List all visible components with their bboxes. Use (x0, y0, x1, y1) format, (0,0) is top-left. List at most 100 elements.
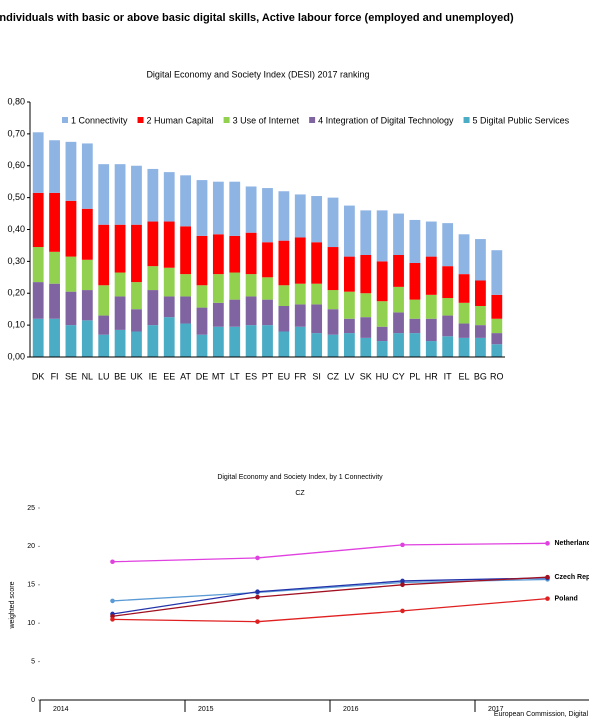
bar-segment (65, 200, 77, 257)
bar-segment (131, 165, 142, 225)
y-tick-label: 0,10 (7, 320, 25, 330)
series-line (112, 597, 548, 623)
bar-segment (475, 280, 486, 306)
bar-segment (49, 140, 60, 193)
bar-segment (294, 283, 306, 305)
bar-segment (81, 320, 93, 357)
chart-connectivity: Digital Economy and Society Index, by 1 … (9, 474, 589, 718)
bar-segment (409, 219, 421, 263)
y-tick-label: 0,30 (7, 256, 25, 266)
bar-segment (491, 333, 503, 345)
x-tick-label: RO (490, 371, 504, 381)
bar-segment (262, 277, 273, 300)
bar-segment (409, 333, 421, 357)
bar-segment (458, 323, 470, 338)
y-tick-label: 0,20 (7, 288, 25, 298)
x-tick-label: CZ (327, 371, 339, 381)
x-tick-label: HU (376, 371, 389, 381)
bar-segment (278, 331, 290, 357)
bar-segment (81, 259, 93, 291)
point (255, 589, 260, 595)
x-tick-label: BE (114, 371, 126, 381)
y-tick-label: 25 (27, 505, 35, 512)
bar-segment (409, 262, 421, 300)
y-tick-label: 0,50 (7, 192, 25, 202)
y-tick-label: 5 (31, 658, 35, 665)
bar-segment (360, 293, 372, 318)
x-tick-label: FI (51, 371, 59, 381)
bar-segment (294, 326, 306, 357)
point (110, 617, 115, 622)
bar-segment (163, 296, 175, 318)
bar-segment (81, 208, 93, 260)
chart-ranking: Digital Economy and Society Index (DESI)… (7, 69, 569, 381)
bar-segment (311, 242, 323, 284)
bar-segment (147, 325, 159, 357)
bar-segment (163, 172, 175, 222)
bar-segment (491, 344, 503, 357)
bar-segment (311, 283, 323, 305)
bar-segment (49, 318, 60, 357)
x-tick-label: 2016 (343, 706, 359, 713)
chart-subtitle: CZ (295, 490, 305, 497)
point (400, 578, 405, 584)
bar-segment (425, 294, 437, 319)
x-tick-label: LV (344, 371, 354, 381)
bar-segment (32, 318, 44, 357)
bar-segment (475, 337, 486, 357)
x-tick-label: PL (409, 371, 420, 381)
bar-segment (376, 301, 388, 327)
bar-segment (360, 317, 372, 338)
series-line (112, 576, 548, 617)
bar-segment (311, 196, 323, 243)
bar-segment (262, 299, 273, 326)
point (255, 619, 260, 624)
bar-segment (49, 283, 60, 319)
bar-segment (180, 274, 192, 297)
point (545, 541, 550, 546)
bar-segment (294, 237, 306, 284)
series-label: Netherlands (555, 540, 589, 547)
x-tick-label: SE (65, 371, 77, 381)
bar-segment (343, 318, 355, 334)
bar-segment (180, 323, 192, 357)
bar-segment (229, 272, 241, 300)
x-tick-label: EU (278, 371, 291, 381)
bar-segment (98, 224, 110, 286)
bar-segment (442, 223, 454, 267)
bar-segment (327, 290, 339, 310)
bar-segment (65, 325, 77, 357)
series-label: Czech Republic (555, 574, 589, 581)
point (255, 555, 260, 561)
legend-label: 5 Digital Public Services (473, 115, 570, 125)
bar-segment (360, 337, 372, 357)
bar-segment (327, 309, 339, 335)
x-tick-label: LU (98, 371, 110, 381)
bar-segment (458, 337, 470, 357)
bar-segment (425, 221, 437, 257)
bar-segment (180, 226, 192, 275)
x-tick-label: PT (262, 371, 274, 381)
bar-segment (343, 256, 355, 292)
x-tick-label: FR (294, 371, 306, 381)
bar-segment (393, 333, 404, 357)
bar-segment (393, 255, 404, 287)
bar-segment (196, 235, 208, 286)
bar-segment (409, 299, 421, 319)
bar-segment (393, 213, 404, 255)
x-tick-label: DK (32, 371, 45, 381)
bar-segment (114, 224, 126, 273)
bar-segment (147, 168, 159, 222)
x-tick-label: SI (312, 371, 321, 381)
x-tick-label: 2014 (53, 706, 69, 713)
bar-segment (49, 251, 60, 284)
bar-segment (491, 318, 503, 334)
bar-segment (278, 191, 290, 241)
legend-swatch (62, 117, 68, 123)
legend-swatch (309, 117, 316, 123)
bar-segment (360, 255, 372, 294)
bar-segment (196, 285, 208, 308)
bar-segment (442, 266, 454, 299)
y-tick-label: 20 (27, 543, 35, 550)
y-tick-label: 0,60 (7, 160, 25, 170)
